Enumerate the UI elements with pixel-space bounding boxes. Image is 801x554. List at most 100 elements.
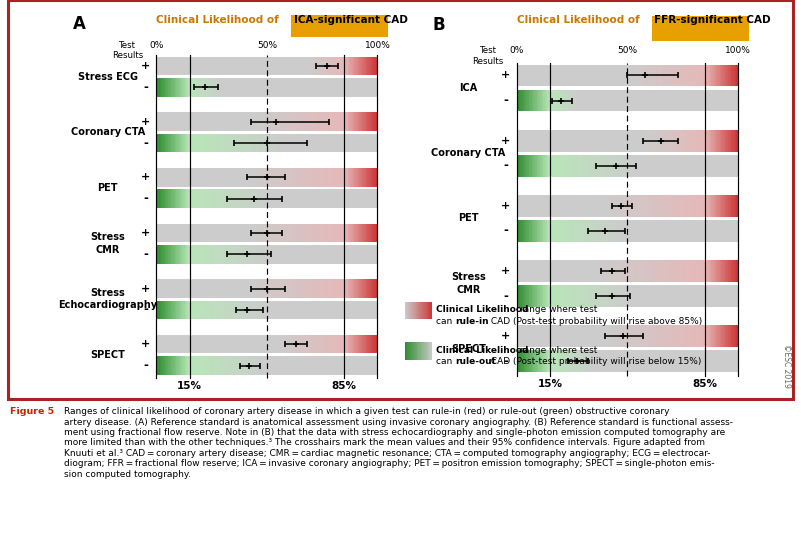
Text: FFR-significant CAD: FFR-significant CAD <box>654 15 771 25</box>
Bar <box>559 351 561 372</box>
Bar <box>714 195 716 217</box>
Bar <box>736 325 738 347</box>
Bar <box>195 301 197 319</box>
Bar <box>158 301 159 319</box>
Bar <box>322 224 325 242</box>
Bar <box>547 285 549 307</box>
Bar <box>248 301 250 319</box>
Bar <box>237 245 239 264</box>
Bar <box>702 65 705 86</box>
Bar <box>176 78 178 97</box>
Bar <box>372 57 374 75</box>
Bar <box>209 189 211 208</box>
Bar <box>697 65 699 86</box>
Bar <box>281 279 284 298</box>
Bar <box>612 155 614 177</box>
Bar <box>158 189 159 208</box>
Bar <box>252 168 256 187</box>
Bar <box>237 301 239 319</box>
Bar <box>413 342 414 360</box>
Text: +: + <box>501 136 510 146</box>
Bar <box>642 260 646 282</box>
Bar <box>203 78 204 97</box>
Bar <box>361 279 363 298</box>
Bar <box>410 342 411 360</box>
Bar <box>374 112 376 131</box>
Bar <box>551 90 552 111</box>
Bar <box>723 260 725 282</box>
Bar <box>708 65 710 86</box>
Bar <box>187 356 188 375</box>
Bar <box>363 112 364 131</box>
Bar <box>280 335 283 353</box>
Bar <box>332 168 335 187</box>
Bar <box>427 302 428 319</box>
Bar <box>171 356 173 375</box>
Bar <box>711 260 713 282</box>
Bar <box>716 65 718 86</box>
Bar <box>269 134 272 152</box>
Bar <box>716 130 718 151</box>
Bar <box>328 279 332 298</box>
Bar <box>188 301 190 319</box>
Bar <box>216 78 217 97</box>
Bar <box>725 195 727 217</box>
Bar <box>538 90 540 111</box>
Bar <box>170 78 171 97</box>
Bar <box>638 65 640 86</box>
Bar <box>405 342 406 360</box>
Bar <box>219 245 222 264</box>
Bar <box>532 90 533 111</box>
Bar <box>603 220 606 242</box>
Bar <box>162 356 163 375</box>
Bar <box>618 220 621 242</box>
Bar <box>366 57 368 75</box>
Bar <box>525 155 527 177</box>
Bar <box>650 195 654 217</box>
Bar <box>167 134 168 152</box>
Bar <box>706 260 708 282</box>
Bar <box>429 342 430 360</box>
Bar <box>199 134 203 152</box>
Text: +: + <box>141 61 150 71</box>
Bar <box>168 245 170 264</box>
Bar <box>694 130 697 151</box>
Bar <box>555 220 557 242</box>
Bar <box>668 325 671 347</box>
Bar <box>731 325 733 347</box>
Bar <box>341 224 344 242</box>
Bar <box>582 351 584 372</box>
Bar <box>545 90 547 111</box>
Bar <box>190 245 192 264</box>
Text: +: + <box>141 117 150 127</box>
Bar <box>733 65 735 86</box>
Bar <box>532 351 533 372</box>
Bar <box>181 301 183 319</box>
Bar <box>158 134 159 152</box>
Bar <box>328 224 332 242</box>
Bar <box>547 155 549 177</box>
Bar <box>349 224 351 242</box>
Bar <box>222 301 224 319</box>
Bar <box>650 260 653 282</box>
Bar <box>682 325 685 347</box>
Bar <box>354 335 356 353</box>
Bar <box>598 260 602 282</box>
Bar <box>288 224 291 242</box>
Bar <box>291 279 294 298</box>
Bar <box>517 90 518 111</box>
Bar <box>187 301 188 319</box>
Bar <box>292 335 293 353</box>
Bar <box>431 342 433 360</box>
Bar <box>609 155 612 177</box>
Text: SPECT: SPECT <box>451 344 485 354</box>
Bar <box>264 189 266 208</box>
Bar <box>649 130 651 151</box>
Bar <box>517 325 738 347</box>
Text: 0%: 0% <box>149 41 163 50</box>
Bar <box>665 325 668 347</box>
Bar <box>341 279 344 298</box>
Text: +: + <box>141 228 150 238</box>
Bar <box>159 245 162 264</box>
Bar <box>173 78 175 97</box>
